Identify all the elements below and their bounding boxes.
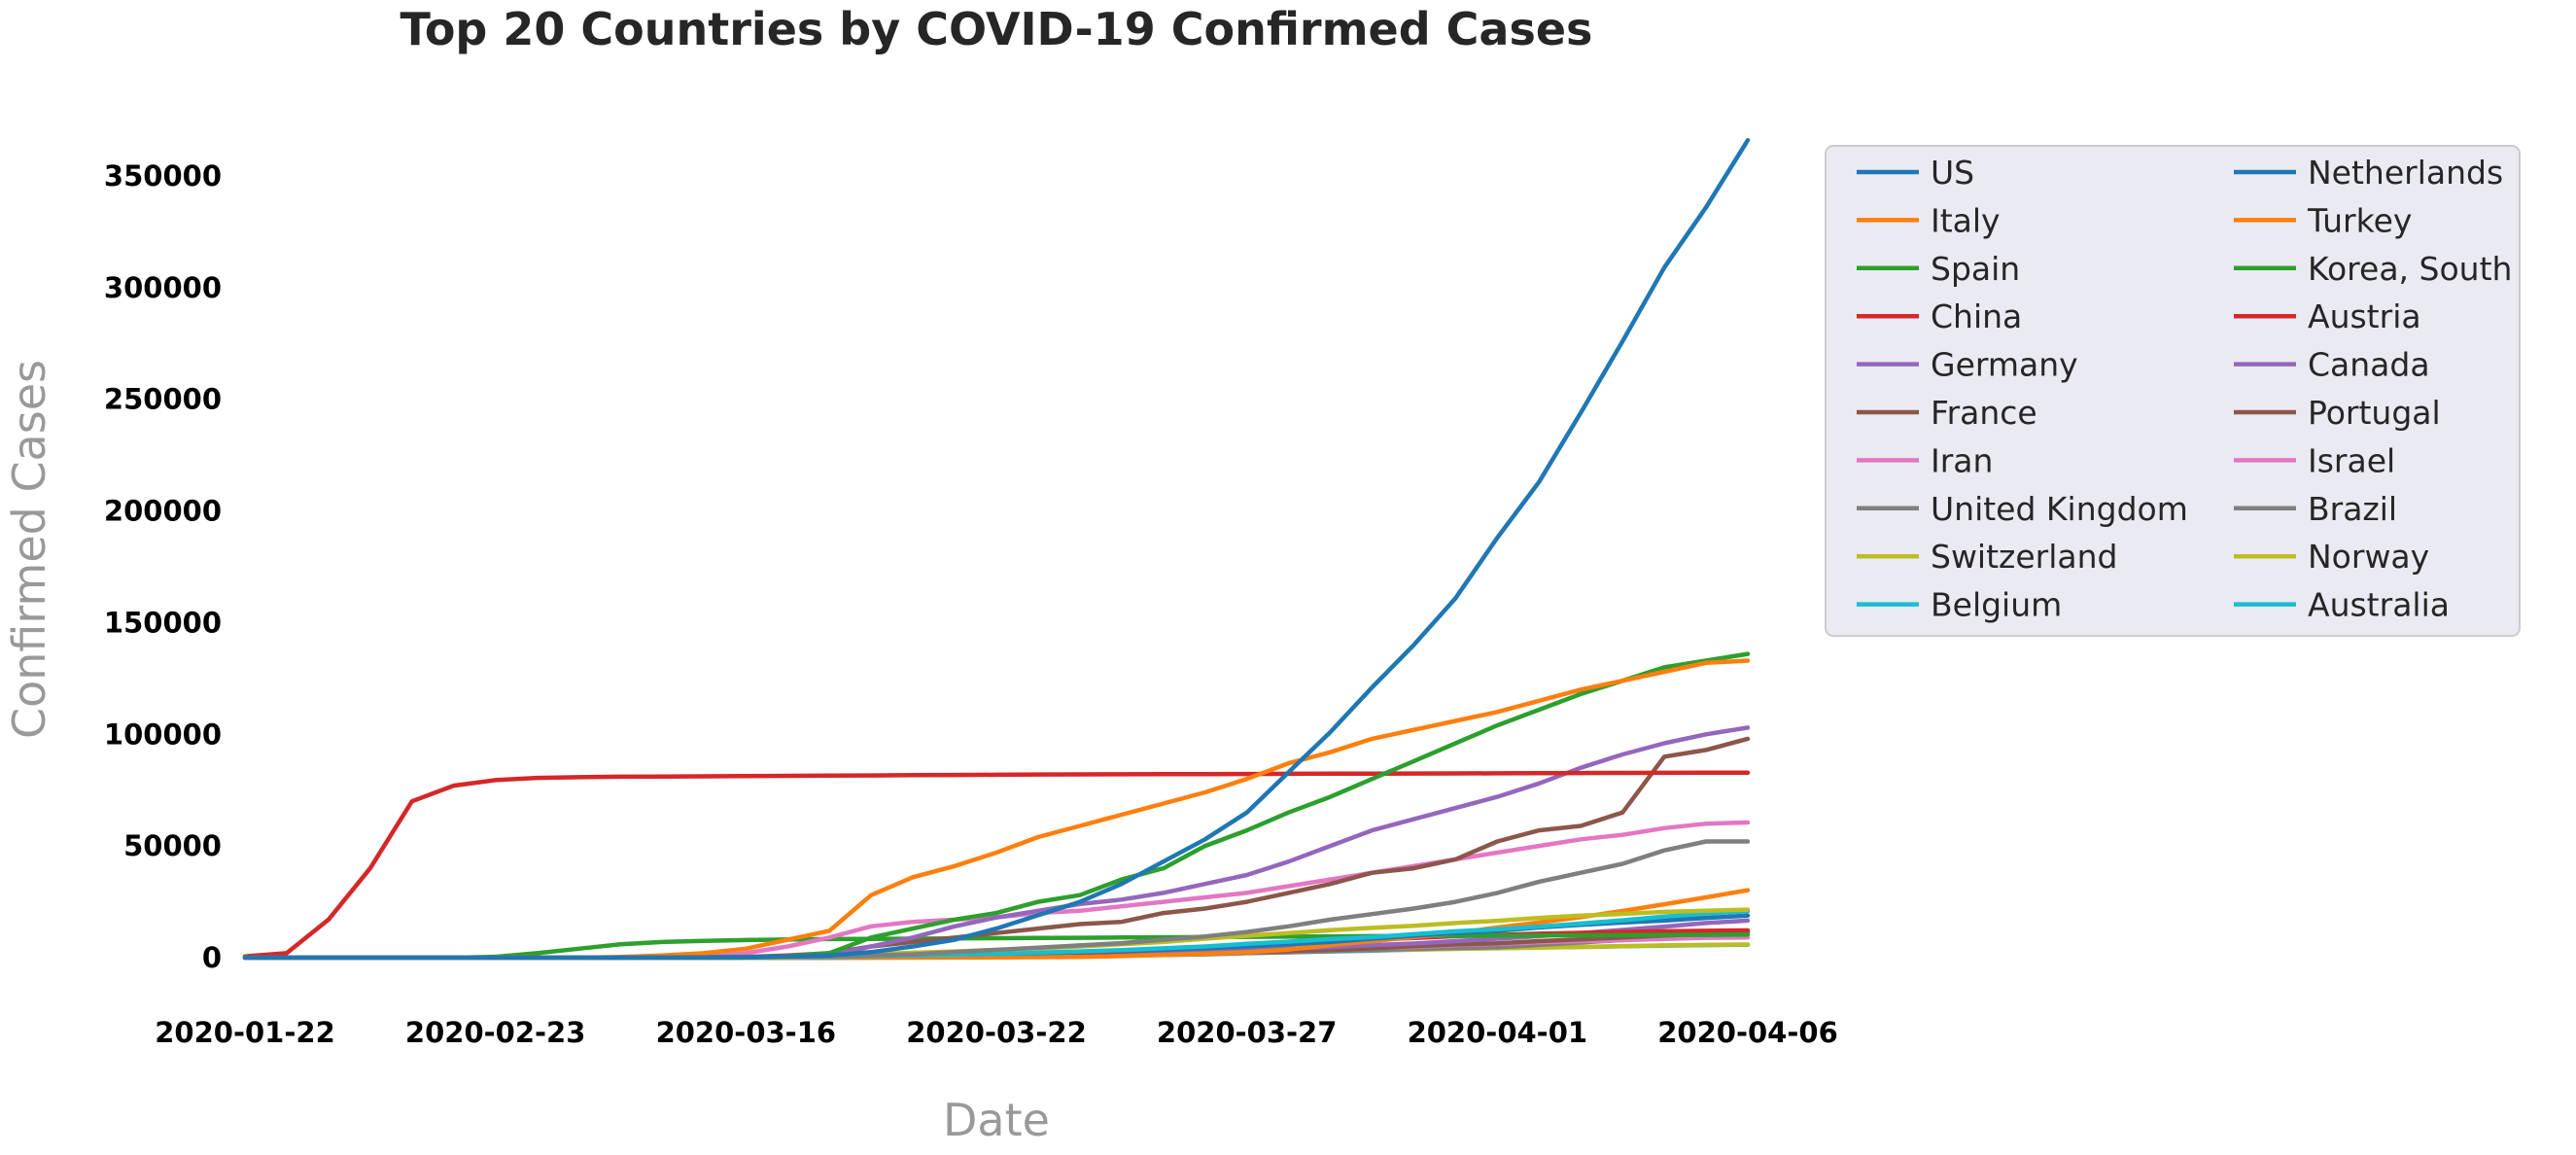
legend-label: Canada bbox=[2308, 346, 2430, 384]
y-tick-label: 200000 bbox=[104, 495, 222, 528]
legend-label: Germany bbox=[1931, 346, 2078, 384]
series-line-us bbox=[242, 137, 1751, 961]
series-line-spain bbox=[242, 651, 1751, 961]
legend-label: United Kingdom bbox=[1931, 490, 2188, 528]
x-tick-label: 2020-04-06 bbox=[1657, 1016, 1838, 1049]
y-tick-label: 0 bbox=[202, 941, 222, 974]
legend-label: Australia bbox=[2308, 586, 2450, 624]
x-tick-label: 2020-03-22 bbox=[906, 1016, 1087, 1049]
y-tick-label: 100000 bbox=[104, 718, 222, 751]
y-tick-label: 50000 bbox=[123, 829, 222, 862]
legend-label: Israel bbox=[2308, 441, 2395, 479]
legend-label: Netherlands bbox=[2308, 154, 2503, 192]
x-tick-label: 2020-04-01 bbox=[1408, 1016, 1588, 1049]
legend-label: Portugal bbox=[2308, 394, 2441, 432]
legend-box bbox=[1825, 145, 2521, 637]
legend: US Italy Spain China Germany France Iran United… bbox=[1825, 145, 2521, 637]
x-axis-ticks: 2020-01-22 2020-02-23 2020-03-16 2020-03-22… bbox=[155, 1016, 1838, 1049]
x-axis-label: Date bbox=[943, 1094, 1050, 1146]
series-lines bbox=[242, 137, 1751, 961]
legend-label: France bbox=[1931, 394, 2037, 432]
legend-label: Spain bbox=[1931, 250, 2020, 288]
y-tick-label: 300000 bbox=[104, 271, 222, 304]
legend-label: Switzerland bbox=[1931, 538, 2118, 576]
x-tick-label: 2020-01-22 bbox=[155, 1016, 335, 1049]
legend-label: Iran bbox=[1931, 441, 1993, 479]
y-axis-ticks: 0 50000 100000 150000 200000 250000 300000 3500… bbox=[104, 159, 222, 974]
x-tick-label: 2020-03-27 bbox=[1157, 1016, 1338, 1049]
chart-title: Top 20 Countries by COVID-19 Confirmed C… bbox=[400, 3, 1593, 55]
y-tick-label: 150000 bbox=[104, 606, 222, 639]
y-axis-label: Confirmed Cases bbox=[3, 360, 55, 739]
legend-label: US bbox=[1931, 154, 1974, 192]
legend-label: Turkey bbox=[2307, 201, 2412, 239]
legend-label: Austria bbox=[2308, 298, 2421, 335]
series-line-china bbox=[242, 770, 1751, 959]
legend-label: Italy bbox=[1931, 201, 2001, 239]
legend-label: Brazil bbox=[2308, 490, 2397, 528]
y-tick-label: 250000 bbox=[104, 383, 222, 416]
x-tick-label: 2020-03-16 bbox=[656, 1016, 837, 1049]
x-tick-label: 2020-02-23 bbox=[405, 1016, 586, 1049]
legend-label: Norway bbox=[2308, 538, 2429, 576]
y-tick-label: 350000 bbox=[104, 159, 222, 192]
legend-label: Korea, South bbox=[2308, 250, 2512, 288]
legend-label: China bbox=[1931, 298, 2022, 335]
legend-label: Belgium bbox=[1931, 586, 2062, 624]
